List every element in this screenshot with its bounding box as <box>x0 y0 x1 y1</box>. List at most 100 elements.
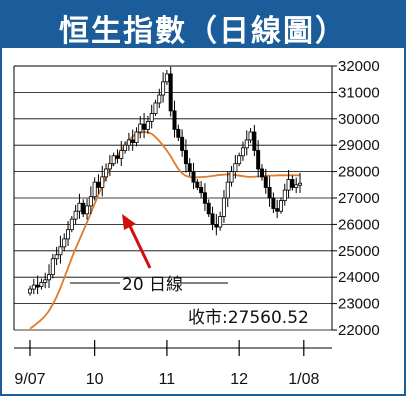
close-label: 收市:27560.52 <box>188 308 309 328</box>
candle-body <box>297 182 302 186</box>
candle-body <box>130 139 135 143</box>
candle-body <box>115 155 120 159</box>
candle-body <box>35 284 40 288</box>
candle-body <box>202 192 207 204</box>
candle-body <box>100 176 105 188</box>
candle-body <box>161 81 166 96</box>
ma-20-line <box>29 131 300 330</box>
y-tick-label: 23000 <box>338 296 380 313</box>
candle-body <box>221 197 226 217</box>
candle-body <box>248 131 253 141</box>
candle-body <box>104 168 109 178</box>
candle-body <box>142 123 147 130</box>
candle-body <box>145 121 150 130</box>
candle-body <box>286 179 291 191</box>
candle-body <box>233 163 238 172</box>
candle-body <box>183 150 188 165</box>
grid <box>13 65 333 349</box>
y-tick-label: 31000 <box>338 84 380 101</box>
ma-label: 20 日線 <box>122 275 183 295</box>
candle-body <box>157 94 162 104</box>
candle-body <box>187 163 192 172</box>
y-tick-label: 28000 <box>338 164 380 181</box>
candle-body <box>138 123 143 133</box>
candle-body <box>39 282 44 287</box>
x-tick-label: 11 <box>159 371 176 388</box>
x-tick-label: 12 <box>230 371 248 388</box>
arrow-head <box>122 214 136 230</box>
candle-body <box>256 150 261 170</box>
candle-body <box>206 202 211 215</box>
candle-body <box>54 254 59 260</box>
candle-body <box>43 279 48 283</box>
candle-body <box>96 181 101 188</box>
candle-body <box>134 131 139 143</box>
x-tick-label: 1/08 <box>288 371 319 388</box>
candle-body <box>267 187 272 199</box>
chart-title: 恒生指數（日線圖） <box>59 14 347 49</box>
y-tick-label: 27000 <box>338 190 380 207</box>
candle-body <box>66 229 71 240</box>
x-axis: 9/07 10 11 12 1/08 <box>14 340 319 388</box>
y-tick-label: 22000 <box>338 322 380 339</box>
x-tick-label: 9/07 <box>14 371 45 388</box>
candle-body <box>81 202 86 215</box>
candle-body <box>225 181 230 199</box>
y-tick-label: 30000 <box>338 111 380 128</box>
candle-body <box>263 176 268 188</box>
candle-body <box>27 288 32 294</box>
candle-body <box>77 202 82 212</box>
candle-body <box>271 197 276 209</box>
candle-body <box>218 216 223 228</box>
candle-body <box>191 171 196 183</box>
x-tick-label: 10 <box>86 371 104 388</box>
candle-body <box>85 205 90 215</box>
candle-body <box>259 168 264 178</box>
candle-body <box>92 181 97 198</box>
candle-body <box>244 139 249 149</box>
candle-body <box>282 189 287 202</box>
candle-body <box>199 187 204 194</box>
y-tick-label: 24000 <box>338 269 380 286</box>
y-tick-label: 26000 <box>338 216 380 233</box>
candle-body <box>278 200 283 212</box>
candle-body <box>176 128 181 138</box>
candle-body <box>168 73 173 112</box>
candle-body <box>119 150 124 159</box>
candle-body <box>153 102 158 114</box>
candle-body <box>88 196 93 207</box>
candle-body <box>47 274 52 281</box>
candle-body <box>107 163 112 170</box>
candle-body <box>210 213 215 225</box>
y-axis: 22000 23000 24000 25000 26000 27000 28000 29000… <box>332 58 380 339</box>
candle-body <box>240 147 245 157</box>
title-bar: 恒生指數（日線圖） <box>2 2 404 49</box>
y-tick-label: 29000 <box>338 137 380 154</box>
candle-body <box>73 210 78 220</box>
candle-body <box>111 155 116 165</box>
candle-body <box>172 110 177 130</box>
y-tick-label: 32000 <box>338 58 380 75</box>
candle-body <box>195 181 200 188</box>
candle-body <box>290 179 295 188</box>
candle-body <box>275 208 280 212</box>
candle-body <box>237 155 242 165</box>
candle-body <box>31 284 36 290</box>
candle-body <box>123 144 128 151</box>
candle-body <box>50 258 55 275</box>
close-label-bg <box>186 304 330 328</box>
candle-body <box>126 139 131 146</box>
candle-body <box>294 184 299 188</box>
candle-body <box>229 171 234 183</box>
candle-body <box>180 136 185 151</box>
candle-body <box>252 131 257 151</box>
candle-body <box>58 246 63 256</box>
candle-body <box>164 73 169 83</box>
arrow-shaft <box>126 221 152 269</box>
candle-body <box>214 223 219 228</box>
candle-body <box>62 238 67 248</box>
price-candles <box>27 66 302 296</box>
